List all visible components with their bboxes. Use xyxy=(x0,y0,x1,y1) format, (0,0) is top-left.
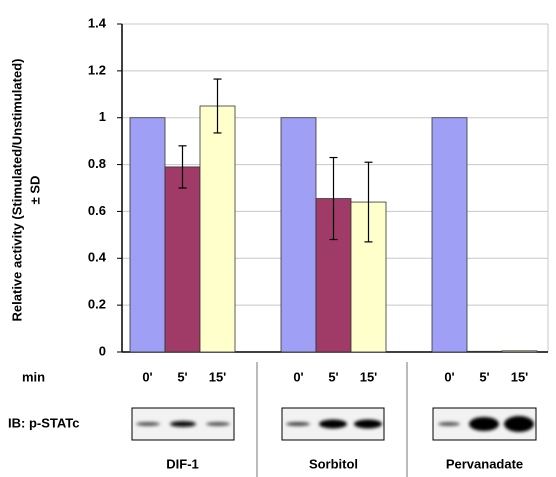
bar xyxy=(281,118,316,352)
time-label: 15' xyxy=(511,369,529,384)
y-axis-title-line: Relative activity (Stimulated/Unstimulat… xyxy=(9,59,24,322)
bar xyxy=(130,118,165,352)
time-label: 15' xyxy=(209,369,227,384)
time-label: 0' xyxy=(142,369,152,384)
bar xyxy=(200,106,235,352)
y-tick-label: 0.6 xyxy=(88,203,106,218)
blot-dif1 xyxy=(132,408,234,440)
group-label: DIF-1 xyxy=(166,456,199,471)
time-label: 5' xyxy=(328,369,338,384)
bar xyxy=(502,351,537,352)
y-tick-label: 1 xyxy=(99,109,106,124)
blot-pervanadate xyxy=(433,408,536,440)
y-tick-label: 0 xyxy=(99,343,106,358)
time-label: 15' xyxy=(360,369,378,384)
blot-label: IB: p-STATc xyxy=(8,415,80,430)
time-label: 0' xyxy=(293,369,303,384)
blot-sorbitol xyxy=(282,408,384,440)
y-tick-label: 1.4 xyxy=(88,15,107,30)
group-label: Pervanadate xyxy=(446,456,523,471)
group-label: Sorbitol xyxy=(309,456,358,471)
figure: Relative activity (Stimulated/Unstimulat… xyxy=(0,0,556,477)
bar xyxy=(165,167,200,352)
y-tick-label: 0.2 xyxy=(88,297,106,312)
y-axis-title-line: ± SD xyxy=(27,176,42,205)
time-label: 5' xyxy=(177,369,187,384)
time-label: 0' xyxy=(444,369,454,384)
y-axis-title: Relative activity (Stimulated/Unstimulat… xyxy=(9,59,42,322)
y-tick-label: 0.4 xyxy=(88,250,107,265)
bar xyxy=(467,351,502,352)
bar xyxy=(432,118,467,352)
y-tick-label: 1.2 xyxy=(88,62,106,77)
time-label: 5' xyxy=(479,369,489,384)
y-tick-label: 0.8 xyxy=(88,156,106,171)
time-axis-label: min xyxy=(22,369,45,384)
